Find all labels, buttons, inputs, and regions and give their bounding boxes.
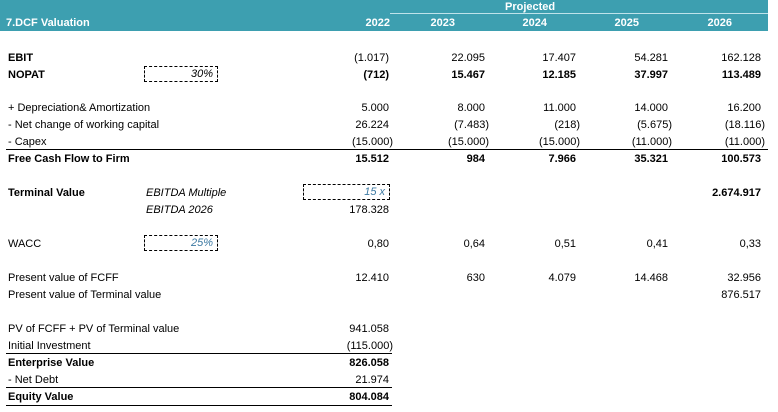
bottom-divider: [6, 405, 392, 406]
discount-factor-2024: 0,51: [554, 238, 576, 250]
tax-rate-input[interactable]: 30%: [144, 66, 218, 82]
tax-rate-value: 30%: [190, 68, 213, 80]
fcff-2024: 7.966: [548, 153, 576, 165]
equity-value-value: 804.084: [349, 391, 389, 403]
nopat-2026: 113.489: [721, 69, 761, 81]
nopat-2023: 15.467: [451, 69, 485, 81]
fcff-label: Free Cash Flow to Firm: [8, 153, 130, 165]
fcff-2022: 15.512: [355, 153, 389, 165]
projected-label: Projected: [505, 1, 556, 13]
wacc-rate-value: 25%: [190, 237, 213, 249]
da-2023: 8.000: [457, 102, 485, 114]
nwc-2024: (218): [554, 119, 580, 131]
nwc-2023: (7.483): [454, 119, 489, 131]
fcff-2025: 35.321: [634, 153, 668, 165]
discount-factor-2025: 0,41: [646, 238, 668, 250]
projected-divider: [390, 13, 768, 14]
pv-sum-value: 941.058: [349, 323, 389, 335]
discount-factor-2026: 0,33: [739, 238, 761, 250]
capex-2023: (15.000): [448, 136, 489, 148]
equity-divider: [6, 387, 392, 388]
terminal-value-2026: 2.674.917: [712, 187, 761, 199]
terminal-value-label: Terminal Value: [8, 187, 85, 199]
ebit-2026: 162.128: [721, 52, 761, 64]
da-2022: 5.000: [361, 102, 389, 114]
nopat-2022: (712): [363, 69, 389, 81]
initial-investment-label: Initial Investment: [8, 340, 91, 352]
capex-label: - Capex: [8, 136, 47, 148]
pv-fcff-2026: 32.956: [727, 272, 761, 284]
fcff-2026: 100.573: [721, 153, 761, 165]
nopat-2025: 37.997: [634, 69, 668, 81]
da-2024: 11.000: [543, 102, 576, 114]
year-2024: 2024: [522, 17, 547, 29]
net-debt-label: - Net Debt: [8, 374, 59, 386]
pv-fcff-2024: 4.079: [548, 272, 576, 284]
pv-fcff-2025: 14.468: [634, 272, 668, 284]
pv-fcff-2023: 630: [466, 272, 485, 284]
ebitda-2026-label: EBITDA 2026: [146, 204, 213, 216]
year-2025: 2025: [614, 17, 639, 29]
wacc-label: WACC: [8, 238, 42, 250]
discount-factor-2023: 0,64: [463, 238, 485, 250]
year-2026: 2026: [707, 17, 732, 29]
nwc-2025: (5.675): [637, 119, 672, 131]
ev-divider: [6, 353, 392, 354]
fcff-2023: 984: [466, 153, 485, 165]
capex-2024: (15.000): [539, 136, 580, 148]
ebit-2024: 17.407: [542, 52, 576, 64]
da-label: + Depreciation& Amortization: [8, 102, 151, 114]
capex-2026: (11.000): [724, 136, 765, 148]
net-debt-value: 21.974: [355, 374, 389, 386]
capex-2025: (11.000): [631, 136, 672, 148]
nwc-2022: 26.224: [355, 119, 389, 131]
ebitda-2026-value: 178.328: [349, 204, 389, 216]
year-2023: 2023: [430, 17, 455, 29]
pv-fcff-label: Present value of FCFF: [8, 272, 119, 284]
nopat-2024: 12.185: [542, 69, 576, 81]
table-header: 7.DCF Valuation Projected 2022 2023 2024…: [0, 0, 768, 31]
ebit-2022: (1.017): [354, 52, 389, 64]
capex-2022: (15.000): [352, 136, 393, 148]
pv-sum-label: PV of FCFF + PV of Terminal value: [8, 323, 180, 335]
nopat-label: NOPAT: [8, 69, 45, 81]
ebit-2023: 22.095: [451, 52, 485, 64]
pv-fcff-2022: 12.410: [355, 272, 389, 284]
ebitda-multiple-value: 15 x: [364, 186, 385, 198]
discount-factor-2022: 0,80: [367, 238, 389, 250]
pv-terminal-2026: 876.517: [721, 289, 761, 301]
sheet-title: 7.DCF Valuation: [6, 17, 90, 29]
nwc-label: - Net change of working capital: [8, 119, 160, 131]
nwc-2026: (18.116): [724, 119, 765, 131]
da-2026: 16.200: [727, 102, 761, 114]
enterprise-value-value: 826.058: [349, 357, 389, 369]
da-2025: 14.000: [634, 102, 668, 114]
equity-value-label: Equity Value: [8, 391, 74, 403]
ebit-label: EBIT: [8, 52, 34, 64]
ebitda-multiple-label: EBITDA Multiple: [146, 187, 227, 199]
enterprise-value-label: Enterprise Value: [8, 357, 95, 369]
wacc-rate-input[interactable]: 25%: [144, 235, 218, 251]
year-2022: 2022: [365, 17, 390, 29]
pv-terminal-label: Present value of Terminal value: [8, 289, 162, 301]
ebitda-multiple-input[interactable]: 15 x: [303, 184, 390, 200]
ebit-2025: 54.281: [634, 52, 668, 64]
fcff-divider: [6, 149, 768, 150]
initial-investment-value: (115.000): [346, 340, 393, 352]
